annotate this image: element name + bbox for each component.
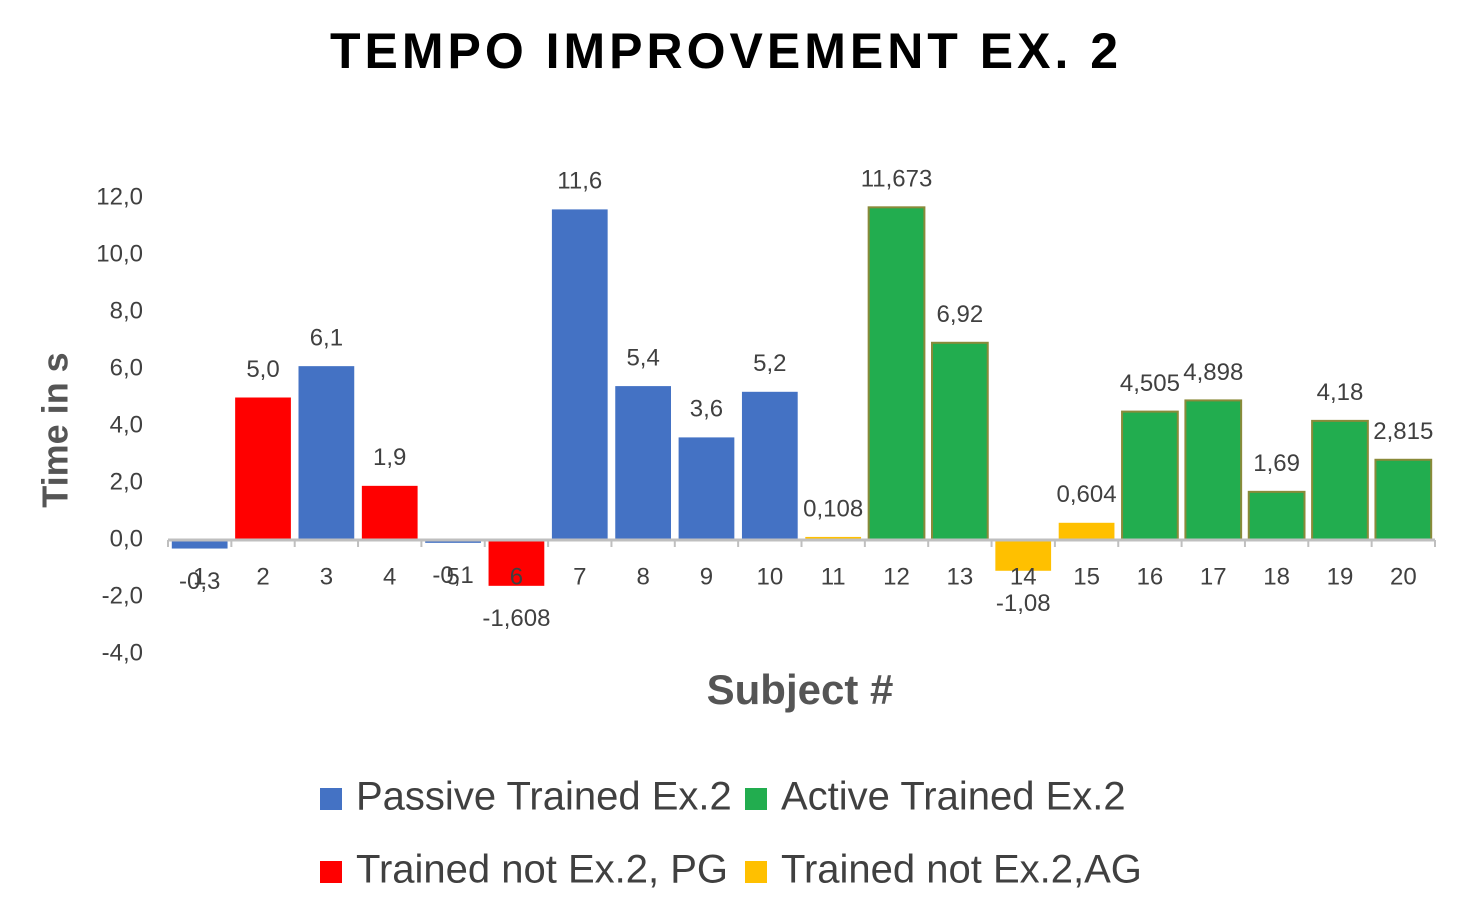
x-axis-title: Subject # [707, 666, 894, 713]
value-label: 5,4 [626, 344, 659, 371]
y-tick-label: 6,0 [110, 354, 143, 381]
value-label: -1,608 [482, 605, 550, 632]
x-tick-label: 1 [193, 563, 206, 590]
bar [171, 540, 228, 549]
value-label: 2,815 [1373, 418, 1433, 445]
value-label: 4,18 [1317, 379, 1364, 406]
y-tick-label: 8,0 [110, 297, 143, 324]
value-label: 11,6 [557, 168, 602, 195]
value-label: 5,0 [246, 356, 279, 383]
x-tick-label: 16 [1137, 563, 1164, 590]
value-label: 0,108 [803, 495, 863, 522]
bar [867, 206, 926, 542]
x-tick-label: 15 [1073, 563, 1100, 590]
legend-swatch [320, 788, 342, 810]
bar [995, 540, 1052, 571]
y-axis-title: Time in s [35, 352, 76, 507]
legend-label: Active Trained Ex.2 [781, 775, 1126, 819]
bar [1311, 419, 1369, 541]
x-tick-label: 4 [383, 563, 396, 590]
legend-swatch [745, 788, 767, 810]
value-label: -1,08 [996, 590, 1051, 617]
bar [1184, 399, 1243, 542]
x-tick-label: 8 [636, 563, 649, 590]
y-tick-label: 12,0 [96, 183, 143, 210]
bar [1121, 410, 1179, 542]
x-tick-label: 9 [700, 563, 713, 590]
bar [1247, 490, 1306, 541]
y-tick-label: 4,0 [110, 411, 143, 438]
bar [361, 485, 418, 540]
bar [805, 536, 862, 540]
x-tick-label: 18 [1263, 563, 1290, 590]
value-label: 6,92 [937, 301, 984, 328]
bar [551, 209, 608, 540]
x-tick-label: 3 [320, 563, 333, 590]
bar [931, 341, 989, 541]
legend-label: Trained not Ex.2,AG [781, 848, 1142, 892]
chart-title: TEMPO IMPROVEMENT EX. 2 [330, 23, 1122, 79]
y-tick-label: 0,0 [110, 525, 143, 552]
bar [298, 366, 355, 540]
bar [1058, 522, 1115, 540]
legend-swatch [320, 861, 342, 883]
x-tick-label: 5 [446, 563, 459, 590]
y-tick-label: 10,0 [96, 240, 143, 267]
bar [1374, 458, 1433, 541]
x-tick-label: 11 [821, 563, 846, 590]
x-tick-label: 2 [256, 563, 269, 590]
value-label: 6,1 [310, 324, 343, 351]
x-tick-label: 10 [756, 563, 783, 590]
x-tick-label: 17 [1200, 563, 1227, 590]
value-label: 4,505 [1120, 370, 1180, 397]
value-label: 1,9 [373, 444, 406, 471]
x-tick-label: 19 [1327, 563, 1354, 590]
legend-label: Trained not Ex.2, PG [356, 848, 728, 892]
y-tick-label: -4,0 [102, 639, 143, 666]
legend-swatch [745, 861, 767, 883]
x-tick-label: 6 [510, 563, 523, 590]
legend-label: Passive Trained Ex.2 [356, 775, 732, 819]
value-label: -0,1 [432, 562, 473, 589]
value-label: 0,604 [1057, 481, 1117, 508]
bar [678, 437, 735, 540]
y-tick-label: 2,0 [110, 468, 143, 495]
value-label: -0,3 [179, 568, 220, 595]
y-tick-label: -2,0 [102, 582, 143, 609]
bar [235, 397, 291, 540]
x-tick-label: 12 [883, 563, 910, 590]
bar [615, 386, 671, 540]
bar [488, 540, 545, 586]
x-tick-label: 13 [947, 563, 974, 590]
x-tick-label: 20 [1390, 563, 1417, 590]
value-label: 4,898 [1183, 359, 1243, 386]
value-label: 11,673 [861, 166, 933, 193]
x-tick-label: 7 [573, 563, 586, 590]
x-tick-label: 14 [1010, 563, 1037, 590]
bar [741, 391, 798, 540]
value-label: 3,6 [690, 396, 723, 423]
value-label: 5,2 [753, 350, 786, 377]
value-label: 1,69 [1253, 450, 1300, 477]
